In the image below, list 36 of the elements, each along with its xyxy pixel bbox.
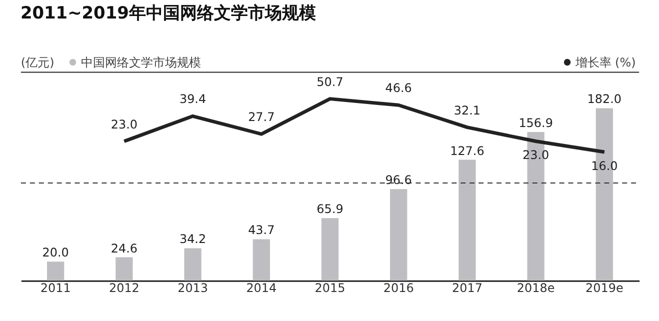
- x-tick-label: 2016: [383, 281, 414, 296]
- bar: [47, 262, 64, 281]
- x-tick-label: 2017: [452, 281, 482, 296]
- data-label: 16.0: [591, 158, 618, 173]
- data-label: 24.6: [110, 241, 138, 256]
- data-label: 50.7: [316, 74, 344, 89]
- bar: [116, 257, 133, 281]
- x-tick-label: 2015: [314, 281, 346, 296]
- bar: [321, 218, 339, 281]
- data-label: 23.0: [110, 117, 138, 132]
- bar: [184, 248, 202, 281]
- chart-title: 2011~2019年中国网络文学市场规模: [20, 2, 316, 22]
- x-tick-label: 2018e: [516, 281, 555, 296]
- data-label: 20.0: [42, 246, 69, 260]
- data-label: 32.1: [454, 103, 481, 118]
- data-label: 46.6: [385, 81, 412, 96]
- x-tick-label: 2019e: [586, 281, 624, 296]
- data-label: 34.2: [179, 232, 206, 246]
- x-tick-label: 2013: [178, 281, 208, 296]
- data-label: 156.9: [518, 116, 553, 130]
- x-tick-label: 2011: [40, 281, 71, 296]
- data-label: 182.0: [587, 92, 622, 106]
- legend-label: 增长率 (%): [574, 55, 636, 70]
- data-label: 27.7: [248, 110, 275, 124]
- data-label: 23.0: [522, 148, 550, 162]
- bar: [252, 239, 270, 281]
- x-tick-label: 2014: [246, 281, 277, 296]
- data-label: 65.9: [316, 202, 344, 216]
- y-axis-title: (亿元): [20, 55, 54, 70]
- legend-label: 中国网络文学市场规模: [80, 55, 201, 70]
- data-label: 43.7: [248, 223, 275, 238]
- data-label: 39.4: [179, 92, 206, 106]
- x-tick-label: 2012: [108, 281, 140, 296]
- bar: [390, 189, 408, 281]
- bar: [458, 160, 476, 281]
- data-label: 127.6: [450, 144, 484, 158]
